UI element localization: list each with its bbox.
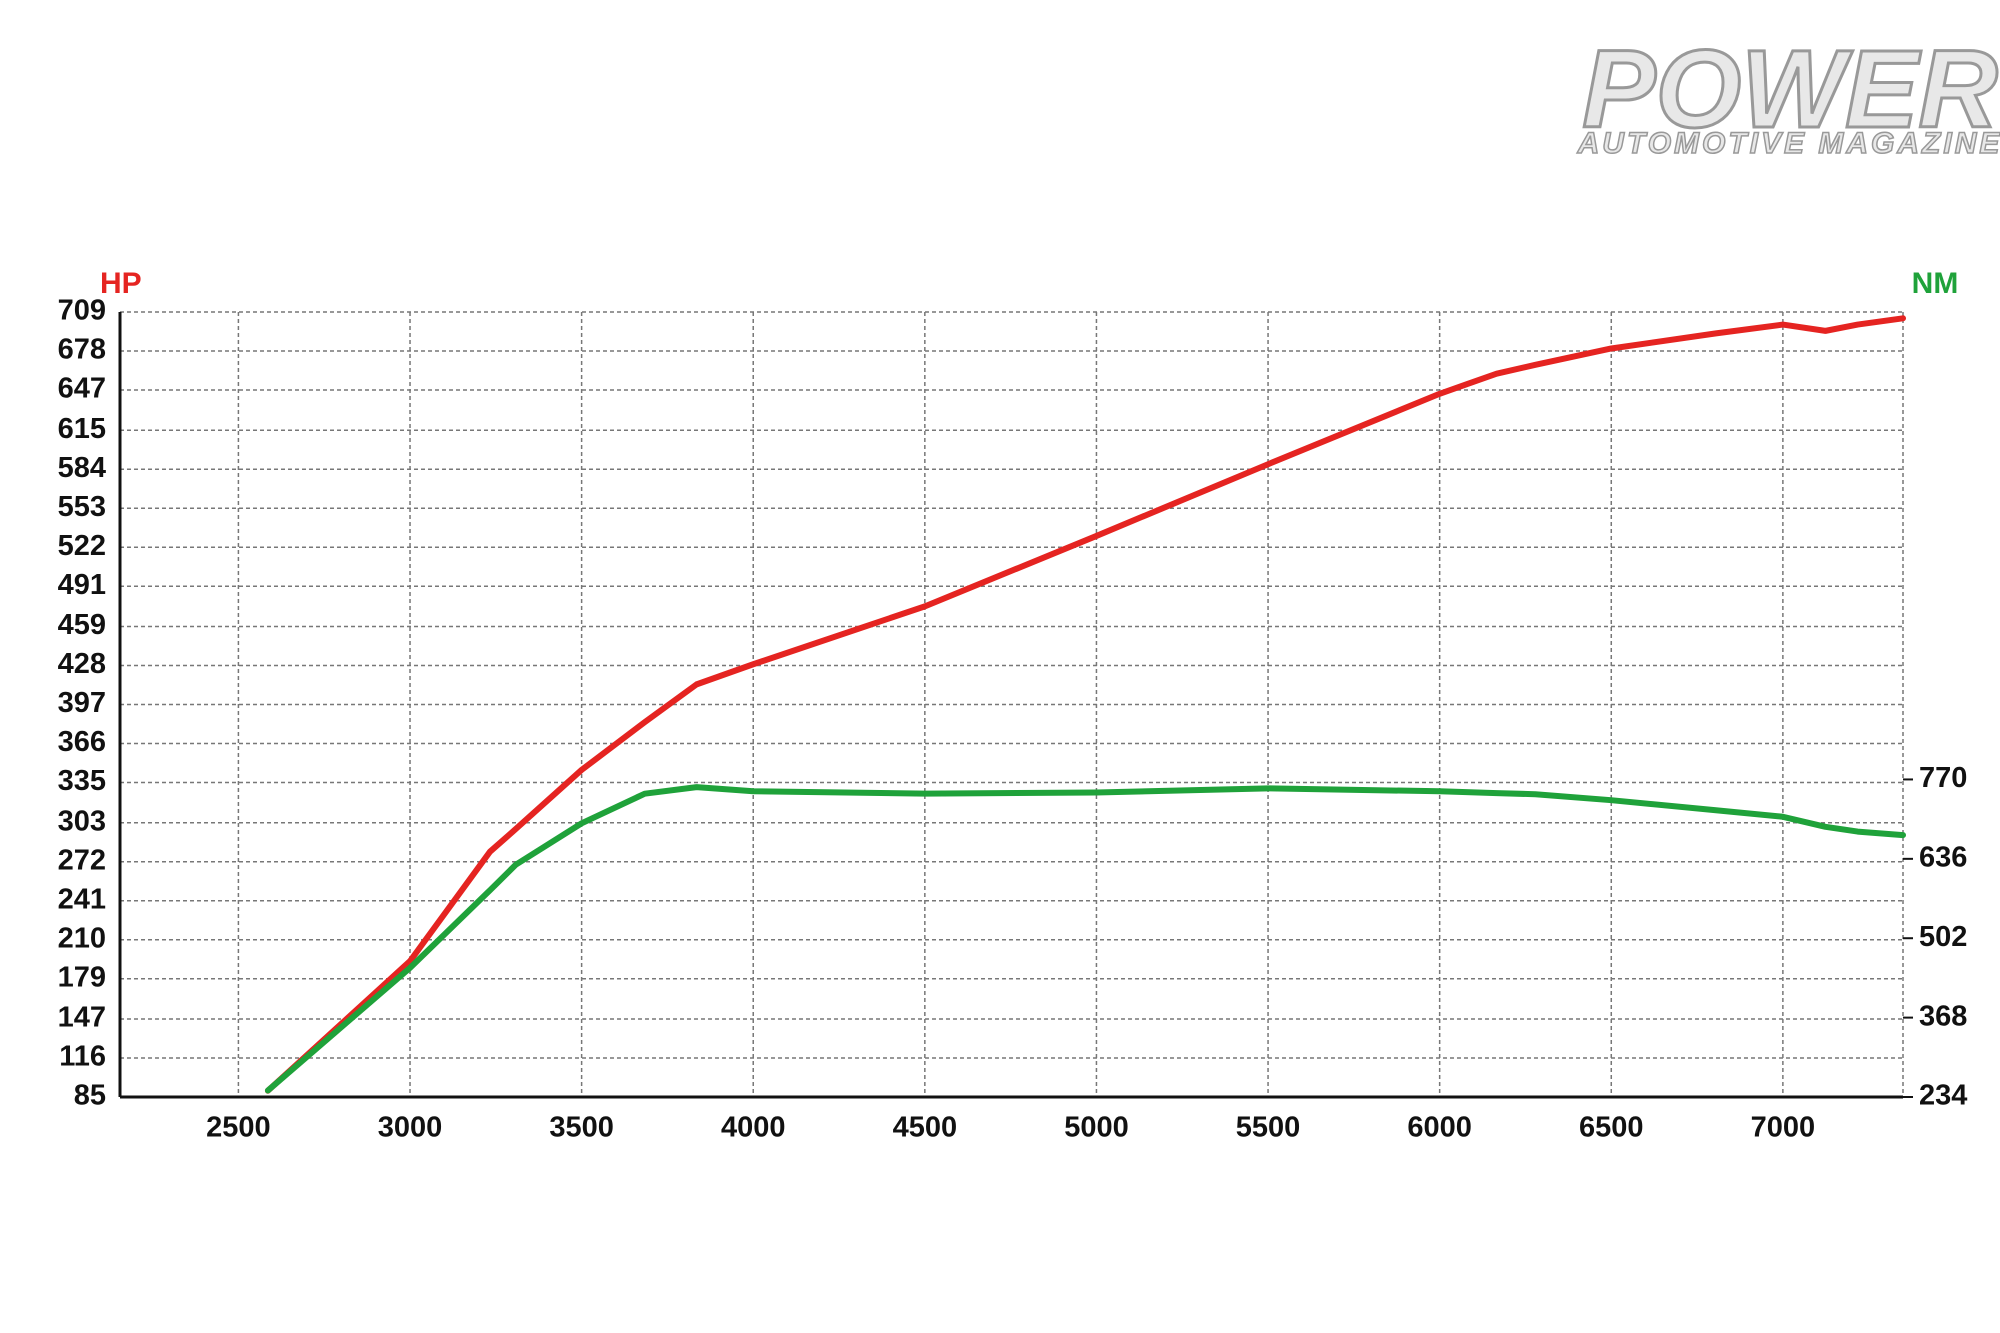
x-tick-label: 7000 xyxy=(1751,1112,1816,1144)
y-tick-label: 241 xyxy=(58,883,106,915)
x-tick-label: 2500 xyxy=(206,1112,271,1144)
y-tick-label: 303 xyxy=(58,805,106,837)
y2-tick-label: 234 xyxy=(1919,1080,1967,1112)
y2-tick-label: 368 xyxy=(1919,1000,1967,1032)
y2-tick-label: 502 xyxy=(1919,921,1967,953)
x-tick-label: 3500 xyxy=(549,1112,614,1144)
y-tick-label: 491 xyxy=(58,569,106,601)
y-tick-label: 428 xyxy=(58,648,106,680)
x-tick-label: 5500 xyxy=(1236,1112,1301,1144)
y-tick-label: 335 xyxy=(58,765,106,797)
y-tick-label: 210 xyxy=(58,922,106,954)
y2-tick-label: 770 xyxy=(1919,762,1967,794)
y-tick-label: 147 xyxy=(58,1002,106,1034)
y-tick-label: 85 xyxy=(74,1080,106,1112)
x-tick-label: 5000 xyxy=(1064,1112,1129,1144)
y-tick-label: 709 xyxy=(58,295,106,327)
logo-subtitle: AUTOMOTIVE MAGAZINE xyxy=(1577,127,2000,160)
y-tick-label: 397 xyxy=(58,687,106,719)
series-line xyxy=(264,784,1906,1094)
y-tick-label: 584 xyxy=(58,452,106,484)
logo-title: POWER xyxy=(1582,28,1998,151)
x-tick-label: 6500 xyxy=(1579,1112,1644,1144)
y-tick-label: 522 xyxy=(58,530,106,562)
x-tick-label: 4500 xyxy=(893,1112,958,1144)
y-tick-label: 366 xyxy=(58,726,106,758)
x-tick-label: 4000 xyxy=(721,1112,786,1144)
y-tick-label: 116 xyxy=(59,1041,106,1073)
y-tick-label: 553 xyxy=(58,491,106,523)
y-tick-label: 459 xyxy=(58,609,106,641)
y-tick-label: 647 xyxy=(58,373,106,405)
y-tick-label: 179 xyxy=(58,961,106,993)
series-line xyxy=(264,315,1906,1094)
y-tick-label: 272 xyxy=(58,844,106,876)
x-tick-label: 3000 xyxy=(378,1112,443,1144)
y-axis-label: HP xyxy=(100,267,142,300)
x-tick-label: 6000 xyxy=(1407,1112,1472,1144)
y-tick-label: 678 xyxy=(58,334,106,366)
y2-tick-label: 636 xyxy=(1919,841,1967,873)
y-tick-label: 615 xyxy=(58,413,106,445)
y2-axis-label: NM xyxy=(1912,267,1959,300)
